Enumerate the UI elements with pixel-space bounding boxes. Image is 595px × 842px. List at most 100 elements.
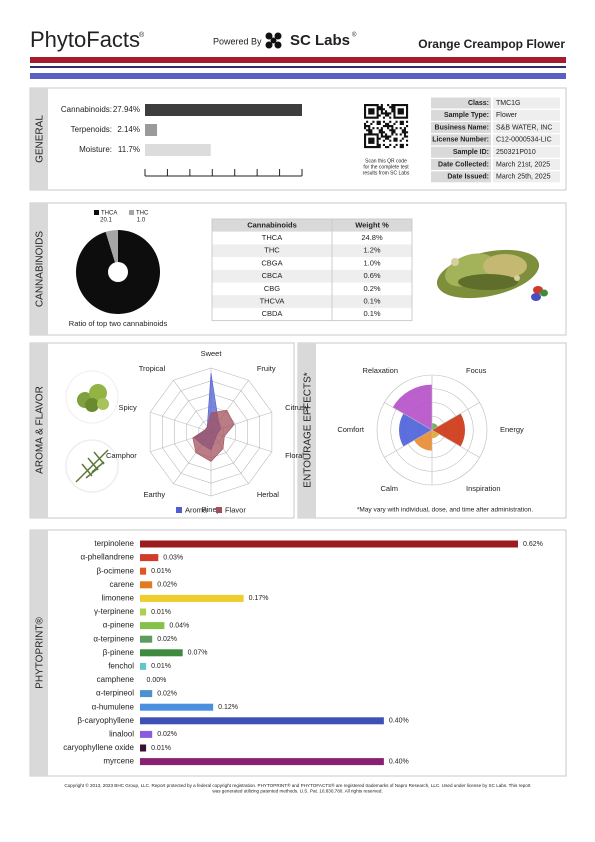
table-cell: 0.1%	[363, 309, 380, 318]
table-cell: CBDA	[262, 309, 283, 318]
info-value: March 21st, 2025	[496, 161, 550, 168]
info-label-cell	[431, 97, 491, 109]
table-row-bg	[212, 307, 412, 321]
terpene-name: γ-terpinene	[94, 607, 135, 616]
legend-swatch	[129, 210, 134, 215]
bar-label: Terpenoids:	[71, 125, 112, 134]
bar	[145, 104, 302, 116]
table-cell: 24.8%	[361, 233, 383, 242]
terpene-name: linalool	[109, 730, 134, 739]
bar-value-label: 27.94%	[113, 105, 140, 114]
polar-spoke	[431, 402, 480, 431]
terpene-bar	[140, 581, 153, 589]
terpene-value-label: 0.02%	[157, 690, 177, 697]
terpene-logo	[531, 286, 548, 301]
terpene-name: limonene	[102, 594, 135, 603]
radar-spoke	[173, 380, 212, 433]
info-label: Sample ID:	[453, 149, 489, 156]
polar-wedge	[432, 430, 440, 439]
table-row-bg	[212, 257, 412, 270]
section-title: GENERAL	[35, 115, 46, 163]
table-border	[211, 218, 413, 322]
terpene-value-label: 0.62%	[523, 541, 543, 548]
info-value: 250321P010	[496, 149, 536, 156]
table-cell: 1.0%	[363, 258, 380, 267]
section-title: ENTOURAGE EFFECTS*	[303, 372, 314, 487]
info-label: Class:	[468, 100, 489, 107]
terpene-bar	[140, 758, 384, 766]
terpene-bar	[140, 567, 147, 575]
terpene-name: β-caryophyllene	[77, 716, 134, 725]
info-value: March 25th, 2025	[496, 174, 551, 181]
terpene-bar	[140, 717, 384, 725]
info-value: C12-0000534-LIC	[496, 137, 552, 144]
info-label-cell	[431, 171, 491, 183]
info-label: Date Collected:	[438, 161, 489, 168]
terpene-name: α-terpineol	[96, 689, 134, 698]
qr-caption: for the complete test	[363, 164, 409, 170]
table-cell: CBG	[264, 284, 280, 293]
legend-swatch	[216, 507, 222, 513]
legend-label: Flavor	[225, 505, 246, 514]
qr-caption: Scan this QR code	[365, 158, 407, 164]
section-strip	[30, 88, 48, 190]
terpene-name: camphene	[97, 675, 135, 684]
table-header: Cannabinoids	[247, 220, 297, 229]
terpene-value-label: 0.12%	[218, 704, 238, 711]
section-strip	[30, 203, 48, 335]
legend-label: Aroma	[185, 505, 208, 514]
table-row-bg	[212, 282, 412, 296]
pie-caption: Ratio of top two cannabinoids	[69, 319, 168, 328]
flavor-image	[65, 439, 119, 493]
info-value: TMC1G	[496, 100, 521, 107]
radar-axis-label: Spicy	[118, 403, 137, 412]
radar-axis-label: Camphor	[106, 451, 137, 460]
terpene-name: β-pinene	[103, 648, 135, 657]
polar-label: Inspiration	[466, 484, 501, 493]
bar-label: Moisture:	[79, 145, 112, 154]
polar-label: Focus	[466, 366, 487, 375]
section-strip	[30, 343, 48, 518]
footer-text: was generated utilizing patented methods…	[212, 789, 382, 794]
table-header: Weight %	[355, 220, 389, 229]
sc-logo-icon	[265, 32, 282, 49]
info-value-cell	[493, 97, 560, 109]
terpene-bar	[140, 554, 159, 562]
polar-spoke	[431, 429, 480, 458]
terpene-value-label: 0.02%	[157, 582, 177, 589]
section-strip	[298, 343, 316, 518]
terpene-value-label: 0.40%	[389, 758, 409, 765]
info-label: License Number:	[432, 137, 489, 144]
qr-code	[364, 104, 409, 149]
table-cell: 0.2%	[363, 284, 380, 293]
info-value-cell	[493, 122, 560, 134]
info-value-cell	[493, 109, 560, 121]
section-strip	[30, 530, 48, 776]
terpene-value-label: 0.02%	[157, 731, 177, 738]
table-cell: CBCA	[262, 271, 283, 280]
terpene-bar	[140, 608, 147, 616]
footer-text: Copyright © 2013, 2023 BHC Group, LLC. R…	[64, 782, 531, 788]
terpene-bar	[140, 703, 214, 711]
terpene-name: α-terpinene	[93, 634, 134, 643]
entourage-note: *May vary with individual, dose, and tim…	[357, 507, 533, 514]
aroma-image	[65, 370, 119, 424]
terpene-bar	[140, 662, 147, 670]
radar-axis-label: Piney	[202, 505, 221, 514]
info-value-cell	[493, 159, 560, 170]
terpene-bar	[140, 690, 153, 698]
legend-value: 1.0	[137, 218, 146, 224]
terpene-name: myrcene	[103, 757, 134, 766]
powered-by: Powered By	[213, 36, 262, 46]
section-title: CANNABINOIDS	[35, 231, 46, 307]
radar-axis-label: Citrusy	[285, 403, 309, 412]
terpene-value-label: 0.01%	[151, 609, 171, 616]
bar	[145, 124, 158, 136]
lab-mark: ®	[352, 32, 357, 39]
terpene-value-label: 0.04%	[169, 622, 189, 629]
polar-wedge	[399, 413, 432, 447]
radar-axis-label: Tropical	[139, 364, 166, 373]
table-cell: 0.6%	[363, 271, 380, 280]
terpene-name: α-pinene	[103, 621, 135, 630]
